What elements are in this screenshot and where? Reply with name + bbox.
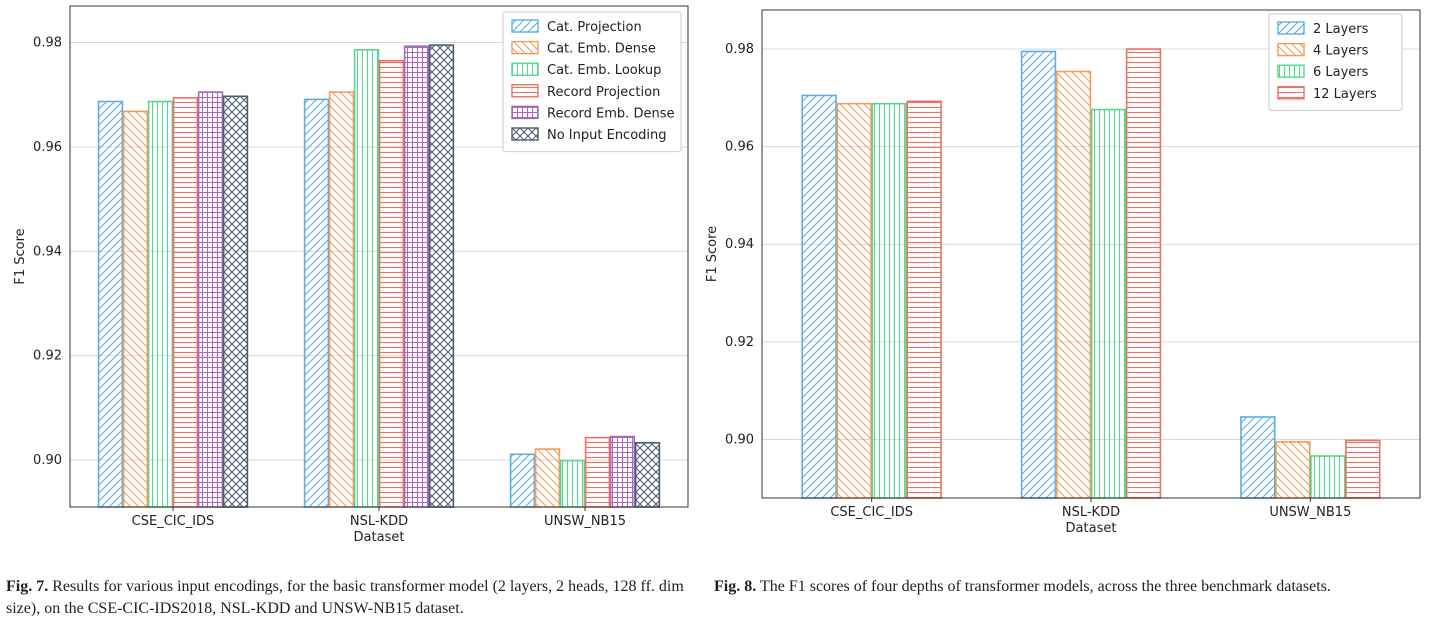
bar-12-layers-cse-cic-ids [906, 100, 942, 499]
bar-no-input-encoding-nsl-kdd [428, 44, 455, 508]
legend-label-6-layers: 6 Layers [1313, 65, 1369, 80]
bar-6-layers-unsw-nb15 [1310, 455, 1346, 499]
x-tick-label: NSL-KDD [350, 514, 408, 529]
caption-figure-8-text: The F1 scores of four depths of transfor… [759, 578, 1331, 595]
legend-label-4-layers: 4 Layers [1313, 44, 1369, 59]
bar-2-layers-unsw-nb15 [1240, 416, 1276, 499]
bar-record-emb-dense-cse-cic-ids [197, 91, 224, 508]
y-tick-label: 0.96 [33, 140, 62, 155]
y-axis-label: F1 Score [705, 226, 720, 282]
bar-cat-emb-lookup-unsw-nb15 [559, 459, 586, 508]
bar-4-layers-cse-cic-ids [836, 102, 872, 499]
bar-2-layers-cse-cic-ids [801, 94, 837, 499]
bar-6-layers-cse-cic-ids [871, 102, 907, 499]
y-tick-label: 0.90 [725, 432, 754, 447]
legend-label-no-input-encoding: No Input Encoding [547, 128, 667, 143]
caption-figure-7-text: Results for various input encodings, for… [6, 578, 684, 617]
x-tick-label: CSE_CIC_IDS [132, 514, 215, 529]
bar-cat-projection-unsw-nb15 [509, 453, 536, 508]
bar-no-input-encoding-unsw-nb15 [634, 442, 661, 508]
legend-label-cat-emb-lookup: Cat. Emb. Lookup [547, 63, 661, 78]
bar-cat-projection-cse-cic-ids [97, 100, 124, 508]
bar-12-layers-unsw-nb15 [1345, 439, 1381, 499]
y-axis-label: F1 Score [13, 228, 28, 284]
legend-label-record-projection: Record Projection [547, 85, 660, 100]
bar-12-layers-nsl-kdd [1125, 48, 1162, 499]
y-tick-label: 0.94 [725, 237, 754, 252]
figure-7: 0.90 0.92 0.94 0.96 0.98 CSE_CIC_IDS NSL-KDD UN… [0, 0, 712, 627]
caption-figure-8-label: Fig. 8. [714, 578, 757, 595]
bar-cat-emb-lookup-nsl-kdd [353, 49, 380, 508]
x-tick-label: NSL-KDD [1062, 505, 1120, 520]
legend-swatch-12-layers [1277, 86, 1305, 100]
legend-label-cat-emb-dense: Cat. Emb. Dense [547, 42, 656, 57]
bar-record-emb-dense-unsw-nb15 [609, 435, 636, 508]
y-tick-label: 0.96 [725, 140, 754, 155]
bar-cat-projection-nsl-kdd [303, 98, 330, 508]
legend-swatch-4-layers [1277, 42, 1305, 57]
y-tick-label: 0.98 [725, 42, 754, 57]
chart-figure-8: 0.90 0.92 0.94 0.96 0.98 CSE_CIC_IDS NSL-KDD UN… [705, 9, 1421, 536]
bar-4-layers-unsw-nb15 [1275, 441, 1311, 499]
y-tick-label: 0.92 [33, 349, 62, 364]
caption-figure-8: Fig. 8. The F1 scores of four depths of … [714, 576, 1434, 598]
caption-figure-7-label: Fig. 7. [6, 578, 49, 595]
bar-2-layers-nsl-kdd [1020, 50, 1057, 499]
x-axis-label: Dataset [354, 530, 405, 545]
legend-label-record-emb-dense: Record Emb. Dense [547, 106, 674, 121]
bar-cat-emb-dense-nsl-kdd [328, 91, 355, 508]
bar-no-input-encoding-cse-cic-ids [222, 95, 249, 508]
bar-record-emb-dense-nsl-kdd [403, 45, 430, 508]
legend-swatch-record-projection [511, 84, 539, 98]
bar-6-layers-nsl-kdd [1090, 108, 1127, 499]
y-tick-label: 0.94 [33, 244, 62, 259]
x-tick-label: CSE_CIC_IDS [830, 505, 913, 520]
caption-figure-7: Fig. 7. Results for various input encodi… [6, 576, 710, 620]
y-tick-label: 0.90 [33, 453, 62, 468]
bar-cat-emb-lookup-cse-cic-ids [147, 100, 174, 508]
bar-record-projection-cse-cic-ids [172, 97, 199, 508]
y-tick-label: 0.98 [33, 36, 62, 51]
bar-cat-emb-dense-unsw-nb15 [534, 448, 561, 508]
bar-cat-emb-dense-cse-cic-ids [122, 110, 149, 508]
x-axis-label: Dataset [1066, 521, 1117, 536]
legend-label-2-layers: 2 Layers [1313, 22, 1369, 37]
legend-swatch-2-layers [1277, 21, 1305, 35]
legend-swatch-cat-projection [511, 19, 539, 33]
x-tick-label: UNSW_NB15 [544, 514, 626, 529]
x-tick-label: UNSW_NB15 [1269, 505, 1351, 520]
legend-swatch-cat-emb-dense [511, 40, 539, 55]
legend-label-12-layers: 12 Layers [1313, 87, 1377, 102]
bar-record-projection-nsl-kdd [378, 59, 405, 508]
bar-record-projection-unsw-nb15 [584, 436, 611, 508]
legend-swatch-6-layers [1277, 64, 1305, 78]
chart-figure-7: 0.90 0.92 0.94 0.96 0.98 CSE_CIC_IDS NSL-KDD UN… [13, 5, 689, 545]
legend-swatch-no-input-encoding [511, 127, 539, 141]
bar-4-layers-nsl-kdd [1055, 70, 1092, 499]
figure-8: 0.90 0.92 0.94 0.96 0.98 CSE_CIC_IDS NSL-KDD UN… [705, 0, 1437, 627]
legend-label-cat-projection: Cat. Projection [547, 20, 642, 35]
y-tick-label: 0.92 [725, 335, 754, 350]
legend-swatch-cat-emb-lookup [511, 62, 539, 76]
legend [502, 11, 682, 153]
legend-swatch-record-emb-dense [511, 105, 539, 120]
